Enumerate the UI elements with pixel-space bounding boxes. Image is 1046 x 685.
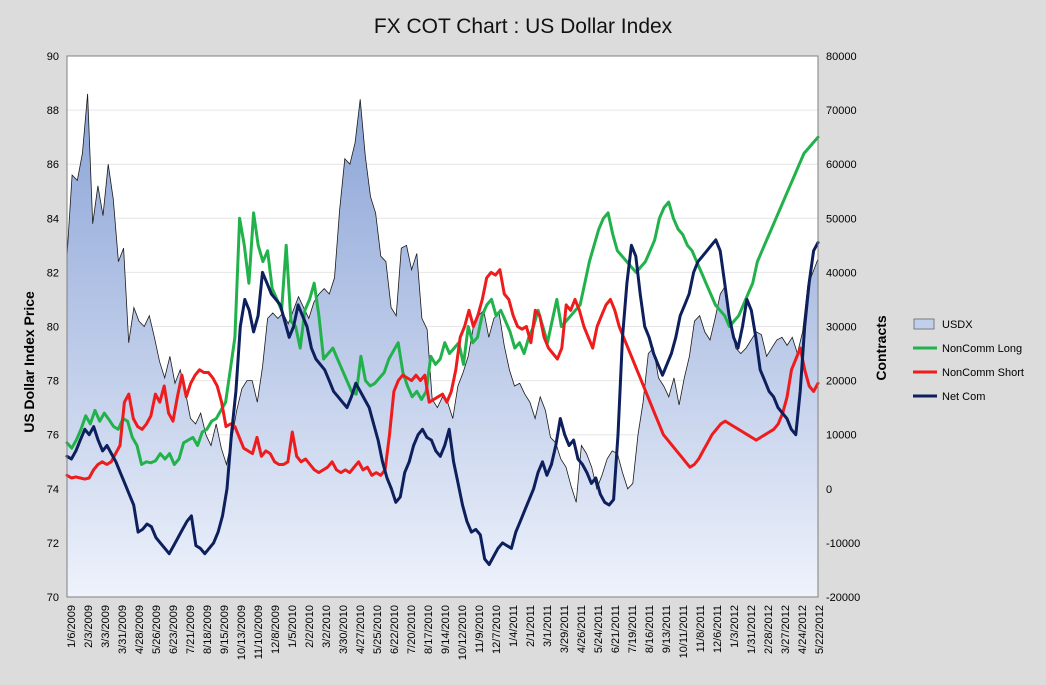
y-tick-label: 78 [47,376,59,388]
x-tick-label: 5/25/2010 [372,605,384,654]
y2-tick-label: 50000 [826,213,857,225]
x-tick-label: 1/31/2012 [746,605,758,654]
x-tick-label: 7/19/2011 [627,605,639,653]
y2-axis-label: Contracts [873,315,889,381]
y2-tick-label: 20000 [826,376,857,388]
x-tick-label: 10/13/2009 [236,605,248,660]
x-tick-label: 12/8/2009 [270,605,282,654]
legend-label: NonComm Short [942,367,1024,379]
x-tick-label: 2/28/2012 [763,605,775,654]
x-tick-label: 11/10/2009 [253,605,265,659]
x-tick-label: 1/4/2011 [508,605,520,647]
y-tick-label: 84 [47,213,59,225]
x-tick-label: 4/26/2011 [576,605,588,653]
x-tick-label: 5/22/2012 [814,605,826,654]
series-noncomm-long-line [65,135,820,466]
y-tick-label: 86 [47,159,59,171]
chart-title: FX COT Chart : US Dollar Index [374,15,673,38]
x-tick-label: 8/16/2011 [644,605,656,653]
x-tick-label: 5/24/2011 [593,605,605,653]
x-tick-label: 4/24/2012 [797,605,809,654]
y2-tick-label: 0 [826,484,832,496]
y-tick-label: 70 [47,592,59,604]
y-tick-label: 74 [47,484,59,496]
y-axis-label: US Dollar Index Price [21,291,37,433]
x-tick-label: 1/6/2009 [66,605,78,648]
x-tick-label: 11/9/2010 [474,605,486,653]
y2-tick-label: 70000 [826,105,857,117]
x-tick-label: 2/3/2009 [83,605,95,648]
x-tick-label: 3/29/2011 [559,605,571,653]
legend-label: Net Com [942,391,985,403]
x-tick-label: 10/12/2010 [457,605,469,660]
x-tick-label: 3/3/2009 [100,605,112,648]
x-tick-label: 1/5/2010 [287,605,299,648]
x-tick-label: 3/27/2012 [780,605,792,654]
x-tick-label: 6/22/2010 [389,605,401,654]
y2-tick-label: 10000 [826,430,857,442]
y2-tick-label: 40000 [826,267,857,279]
x-tick-label: 6/23/2009 [168,605,180,654]
x-tick-label: 7/21/2009 [185,605,197,654]
y-tick-label: 90 [47,51,59,63]
x-tick-label: 9/14/2010 [440,605,452,654]
x-tick-label: 1/3/2012 [729,605,741,648]
y2-tick-label: -20000 [826,592,860,604]
plot-border [66,55,819,598]
x-tick-label: 10/11/2011 [678,605,690,658]
x-tick-label: 3/1/2011 [542,605,554,647]
y-tick-label: 80 [47,322,59,334]
y-tick-label: 88 [47,105,59,117]
x-tick-label: 5/26/2009 [151,605,163,654]
legend-label: USDX [942,319,973,331]
x-tick-label: 8/17/2010 [423,605,435,654]
x-tick-label: 9/15/2009 [219,605,231,654]
y2-tick-label: 80000 [826,51,857,63]
y2-tick-label: 30000 [826,322,857,334]
x-tick-label: 11/8/2011 [695,605,707,652]
x-tick-label: 7/20/2010 [406,605,418,654]
x-tick-label: 4/28/2009 [134,605,146,654]
y-tick-label: 82 [47,267,59,279]
x-tick-label: 9/13/2011 [661,605,673,653]
x-tick-label: 3/31/2009 [117,605,129,654]
x-tick-label: 3/30/2010 [338,605,350,654]
series-net-com-line [65,238,820,566]
legend: USDX NonComm Long NonComm Short Net Com [913,318,1024,403]
y-tick-label: 76 [47,430,59,442]
y-tick-label: 72 [47,538,59,550]
x-tick-label: 8/18/2009 [202,605,214,654]
x-tick-label: 3/2/2010 [321,605,333,648]
series-noncomm-short-line [65,268,820,481]
x-tick-label: 6/21/2011 [610,605,622,653]
legend-swatch-usdx [913,318,935,330]
legend-label: NonComm Long [942,343,1022,355]
x-tick-label: 4/27/2010 [355,605,367,654]
x-tick-label: 2/2/2010 [304,605,316,648]
y2-tick-label: 60000 [826,159,857,171]
x-tick-label: 2/1/2011 [525,605,537,647]
x-tick-label: 12/6/2011 [712,605,724,653]
y2-tick-label: -10000 [826,538,860,550]
x-tick-label: 12/7/2010 [491,605,503,654]
